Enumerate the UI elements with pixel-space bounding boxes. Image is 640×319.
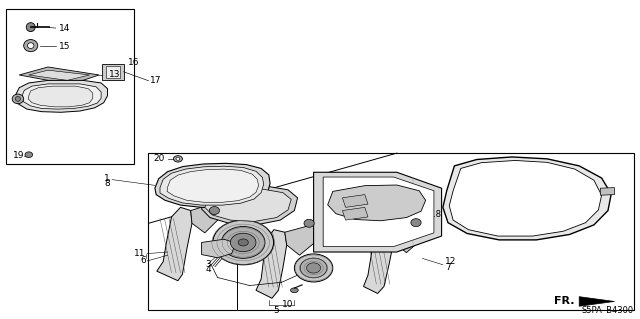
Text: 14: 14 bbox=[59, 24, 70, 33]
Text: 18: 18 bbox=[201, 198, 211, 207]
Polygon shape bbox=[28, 86, 93, 107]
Polygon shape bbox=[579, 297, 614, 306]
Text: 12: 12 bbox=[445, 257, 456, 266]
Text: S5PA–B4300: S5PA–B4300 bbox=[582, 306, 634, 315]
Ellipse shape bbox=[411, 219, 421, 226]
Polygon shape bbox=[102, 64, 124, 80]
Polygon shape bbox=[364, 227, 394, 293]
Ellipse shape bbox=[300, 258, 327, 278]
Ellipse shape bbox=[291, 288, 298, 293]
Ellipse shape bbox=[230, 233, 256, 252]
Text: 9: 9 bbox=[191, 178, 197, 187]
Polygon shape bbox=[22, 84, 101, 109]
Text: 2: 2 bbox=[191, 173, 197, 182]
Ellipse shape bbox=[307, 263, 321, 273]
Ellipse shape bbox=[304, 219, 314, 227]
Text: 5: 5 bbox=[274, 306, 279, 315]
Polygon shape bbox=[449, 160, 602, 236]
Ellipse shape bbox=[26, 23, 35, 32]
Ellipse shape bbox=[12, 94, 24, 104]
Ellipse shape bbox=[212, 220, 274, 265]
Polygon shape bbox=[285, 222, 326, 255]
Text: 17: 17 bbox=[150, 76, 162, 85]
Text: 3: 3 bbox=[205, 260, 211, 269]
Text: 1: 1 bbox=[104, 174, 110, 183]
Polygon shape bbox=[202, 239, 236, 258]
Polygon shape bbox=[157, 207, 192, 281]
Ellipse shape bbox=[173, 156, 182, 162]
Ellipse shape bbox=[209, 207, 220, 215]
Ellipse shape bbox=[294, 254, 333, 282]
Text: 10: 10 bbox=[282, 300, 294, 309]
Text: 7: 7 bbox=[445, 263, 451, 272]
Text: 15: 15 bbox=[59, 42, 70, 51]
Polygon shape bbox=[202, 186, 298, 225]
Text: —18: —18 bbox=[422, 210, 442, 219]
Text: 20: 20 bbox=[154, 154, 165, 163]
Text: FR.: FR. bbox=[554, 296, 575, 307]
Polygon shape bbox=[443, 157, 611, 240]
Polygon shape bbox=[167, 169, 259, 202]
Polygon shape bbox=[19, 67, 99, 85]
Polygon shape bbox=[342, 207, 368, 220]
Ellipse shape bbox=[28, 43, 34, 48]
Ellipse shape bbox=[176, 158, 180, 160]
Text: 2: 2 bbox=[190, 187, 196, 196]
Ellipse shape bbox=[25, 152, 33, 158]
Text: 9: 9 bbox=[190, 181, 196, 189]
Text: 16: 16 bbox=[128, 58, 140, 67]
Polygon shape bbox=[314, 172, 442, 252]
Text: 19: 19 bbox=[13, 151, 24, 160]
Text: 13: 13 bbox=[109, 70, 120, 79]
Text: 8: 8 bbox=[104, 179, 110, 188]
Polygon shape bbox=[392, 219, 434, 253]
Polygon shape bbox=[256, 230, 287, 298]
Ellipse shape bbox=[24, 40, 38, 52]
Bar bbox=[6, 9, 134, 164]
Polygon shape bbox=[29, 70, 90, 80]
Ellipse shape bbox=[221, 226, 265, 258]
Text: 11: 11 bbox=[134, 249, 146, 258]
Polygon shape bbox=[191, 198, 230, 233]
Polygon shape bbox=[328, 185, 426, 221]
Polygon shape bbox=[160, 166, 264, 205]
Polygon shape bbox=[16, 80, 108, 112]
Text: 6: 6 bbox=[140, 256, 146, 265]
Polygon shape bbox=[323, 177, 434, 247]
Polygon shape bbox=[205, 189, 291, 221]
Ellipse shape bbox=[238, 239, 248, 246]
Polygon shape bbox=[342, 195, 368, 207]
Polygon shape bbox=[106, 66, 120, 78]
Text: 18: 18 bbox=[328, 225, 339, 234]
Text: 4: 4 bbox=[205, 265, 211, 274]
Polygon shape bbox=[155, 163, 270, 207]
Ellipse shape bbox=[15, 96, 20, 101]
Polygon shape bbox=[600, 188, 614, 195]
